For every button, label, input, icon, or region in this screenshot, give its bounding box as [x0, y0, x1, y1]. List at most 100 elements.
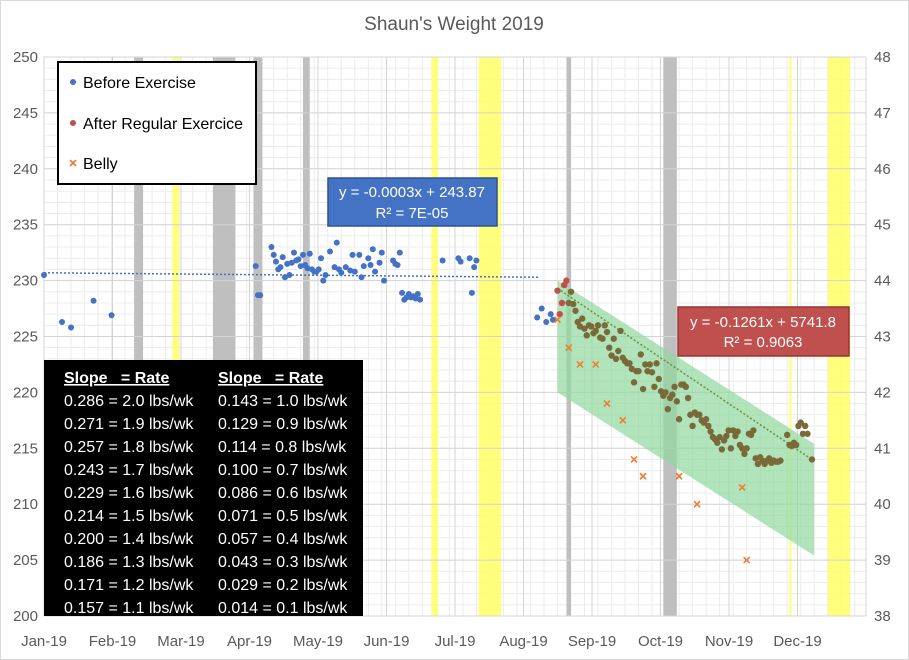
point-before: [376, 259, 383, 266]
legend-marker-belly: [69, 159, 77, 167]
point-after: [738, 445, 746, 452]
point-after: [630, 379, 638, 386]
slope-table-row-right: 0.071 = 0.5 lbs/wk: [218, 508, 348, 525]
point-before: [295, 256, 302, 263]
point-after: [714, 439, 721, 446]
point-belly: [693, 500, 701, 508]
point-before: [320, 277, 327, 284]
point-after: [662, 389, 669, 396]
point-after: [783, 431, 791, 439]
point-after: [799, 430, 807, 437]
point-before: [290, 249, 297, 256]
before-trend-equation-box: y = -0.0003x + 243.87 R² = 7E-05: [327, 177, 498, 227]
point-after: [689, 422, 696, 430]
point-after: [669, 391, 676, 398]
before-trend-r2: R² = 7E-05: [376, 205, 449, 222]
point-before: [466, 255, 473, 262]
point-before: [59, 318, 66, 325]
point-after: [579, 315, 586, 322]
point-before: [369, 246, 376, 253]
left-y-axis: 200 205 210 215 220 225 230 235 240 245 250: [13, 49, 38, 625]
point-after: [682, 383, 690, 391]
point-after: [554, 287, 561, 294]
slope-table-row-left: 0.286 = 2.0 lbs/wk: [64, 393, 194, 410]
slope-table-row-right: 0.143 = 1.0 lbs/wk: [218, 393, 348, 410]
point-before: [90, 297, 97, 304]
y-right-tick-label: 44: [874, 273, 891, 290]
x-tick-label: May-19: [293, 633, 343, 650]
point-before: [367, 261, 374, 268]
legend-marker-before: [70, 79, 76, 85]
point-after: [675, 416, 683, 423]
point-before: [381, 277, 388, 284]
y-right-tick-label: 45: [874, 217, 891, 234]
point-before: [439, 257, 446, 264]
y-right-tick-label: 38: [874, 608, 891, 625]
point-before: [471, 264, 478, 271]
point-after: [671, 383, 678, 391]
y-left-tick-label: 215: [13, 440, 38, 457]
point-before: [322, 272, 329, 279]
point-after: [556, 310, 563, 318]
target-range-band: [557, 280, 815, 556]
point-after: [754, 460, 762, 468]
point-before: [272, 258, 279, 265]
point-after: [567, 288, 575, 295]
point-before: [281, 274, 288, 281]
point-after: [592, 327, 599, 335]
after-exercise-series: [554, 277, 816, 468]
y-left-tick-label: 250: [13, 49, 38, 66]
y-left-tick-label: 235: [13, 217, 38, 234]
legend-label-after: After Regular Exercice: [83, 116, 243, 133]
slope-table-row-right: 0.114 = 0.8 lbs/wk: [218, 439, 347, 456]
after-trendline: [557, 287, 813, 461]
slope-table-row-left: 0.271 = 1.9 lbs/wk: [64, 416, 194, 433]
point-before: [547, 311, 554, 318]
point-after: [707, 428, 714, 435]
after-trend-equation-box: y = -0.1261x + 5741.8 R² = 0.9063: [677, 306, 850, 357]
point-before: [284, 260, 291, 267]
y-right-tick-label: 47: [874, 105, 891, 122]
legend-label-before: Before Exercise: [83, 75, 196, 92]
y-left-tick-label: 240: [13, 161, 38, 178]
point-before: [338, 269, 345, 276]
x-tick-label: Dec-19: [773, 633, 821, 650]
before-trend-equation: y = -0.0003x + 243.87: [339, 184, 485, 201]
slope-table-row-right: 0.086 = 0.6 lbs/wk: [218, 485, 348, 502]
point-before: [356, 251, 363, 258]
point-belly: [675, 472, 683, 480]
point-after: [684, 394, 692, 402]
point-before: [399, 289, 406, 296]
point-before: [333, 239, 340, 246]
point-after: [673, 398, 681, 405]
point-before: [351, 268, 358, 275]
point-after: [723, 432, 730, 440]
slope-table-row-left: 0.200 = 1.4 lbs/wk: [64, 531, 194, 548]
point-after: [635, 367, 642, 375]
point-before: [543, 318, 550, 325]
point-before: [365, 255, 372, 262]
point-after: [588, 323, 595, 330]
point-after: [603, 328, 611, 336]
point-before: [268, 244, 275, 251]
slope-table-row-right: 0.057 = 0.4 lbs/wk: [218, 531, 348, 548]
chart-title: Shaun's Weight 2019: [364, 14, 544, 35]
y-left-tick-label: 220: [13, 384, 38, 401]
point-after: [558, 299, 566, 307]
point-after: [696, 411, 703, 418]
point-before: [288, 259, 295, 266]
point-before: [347, 267, 354, 274]
y-right-tick-label: 43: [874, 329, 891, 346]
point-before: [318, 255, 325, 262]
point-belly: [603, 400, 611, 408]
point-before: [108, 312, 115, 319]
point-before: [279, 254, 286, 261]
before-trendline: [43, 272, 540, 278]
slope-table-row-left: 0.257 = 1.8 lbs/wk: [64, 439, 194, 456]
point-before: [549, 316, 556, 323]
after-trend-r2: R² = 0.9063: [724, 334, 803, 351]
point-after: [792, 441, 800, 449]
legend-marker-after: [70, 120, 76, 126]
y-right-tick-label: 41: [874, 440, 891, 457]
point-belly: [743, 556, 751, 564]
